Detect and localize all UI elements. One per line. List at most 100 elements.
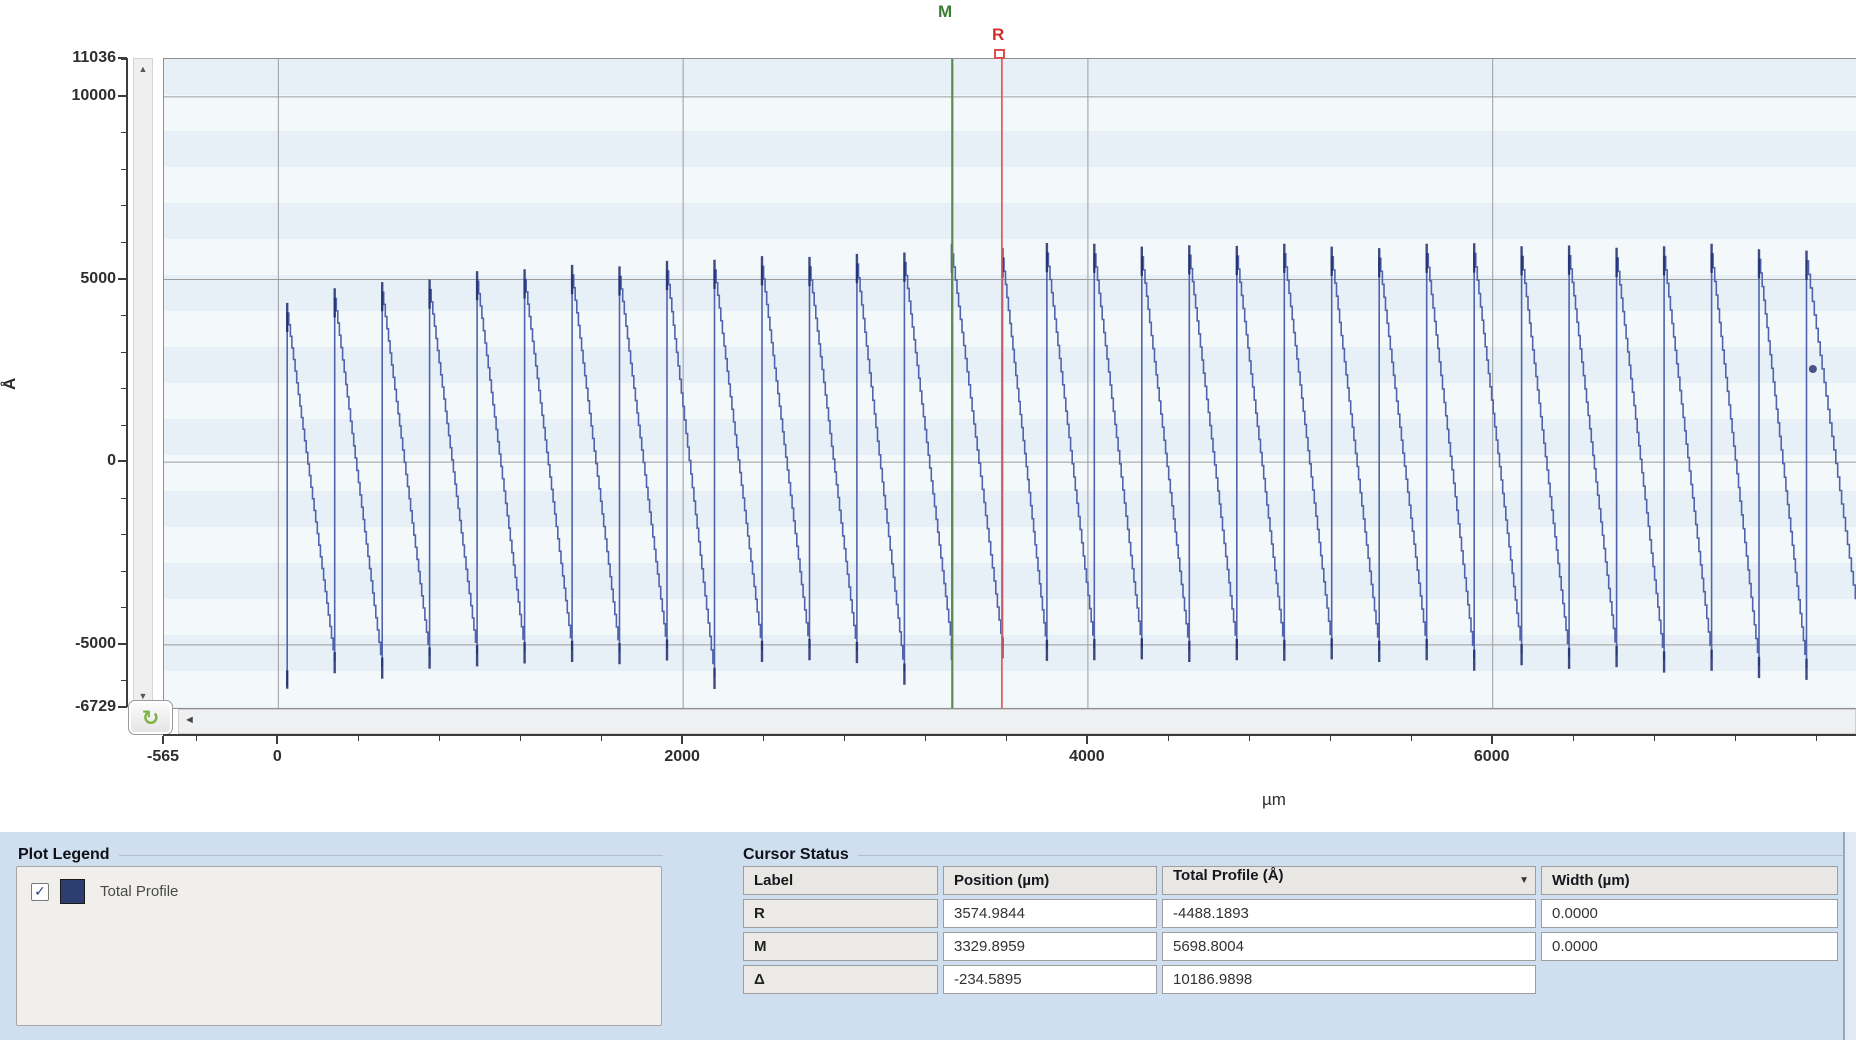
y-tick-label: 0 [107, 452, 116, 470]
y-tick-mark [118, 460, 127, 463]
total-profile-line [286, 252, 1856, 687]
x-minor-tick-mark [1005, 736, 1007, 741]
x-minor-tick-mark [763, 736, 765, 741]
column-header-position-m[interactable]: Position (µm) [943, 866, 1157, 895]
bottom-panel: Plot Legend ✓ Total Profile Cursor Statu… [0, 832, 1856, 1040]
x-minor-tick-mark [1410, 736, 1412, 741]
x-minor-tick-mark [358, 736, 360, 741]
scroll-down-icon[interactable]: ▼ [138, 691, 148, 701]
y-tick-mark [118, 277, 127, 280]
y-tick-label: 5000 [80, 269, 116, 287]
legend-checkbox[interactable]: ✓ [31, 882, 49, 901]
y-tick-label: 11036 [72, 49, 116, 66]
x-tick-mark [681, 736, 684, 744]
y-tick-label: -5000 [75, 634, 116, 652]
x-axis-line [163, 734, 1856, 736]
y-axis-line [126, 58, 128, 707]
column-header-width-m[interactable]: Width (µm) [1541, 866, 1838, 895]
y-minor-tick-mark [121, 570, 127, 572]
cursor-value-cell: 0.0000 [1541, 899, 1838, 928]
y-minor-tick-mark [121, 534, 127, 536]
legend-color-swatch [60, 879, 85, 904]
plot-area[interactable] [163, 58, 1856, 709]
profile-chart [164, 59, 1856, 708]
cursor-row-label: Δ [743, 965, 938, 994]
x-minor-tick-mark [844, 736, 846, 741]
x-minor-tick-mark [925, 736, 926, 741]
cursor-value-cell: 3574.9844 [943, 899, 1157, 928]
plot-legend-title: Plot Legend [18, 846, 110, 863]
column-header-total-profile[interactable]: Total Profile (Å) ▼ [1162, 866, 1536, 895]
column-header-label[interactable]: Label [743, 866, 938, 895]
x-minor-tick-mark [1329, 736, 1331, 741]
x-tick-label: 0 [272, 748, 282, 765]
cursor-row-label: R [743, 899, 938, 928]
x-tick-mark [276, 736, 279, 744]
cursor-value-cell: 5698.8004 [1162, 932, 1536, 961]
m-cursor-label: M [938, 2, 953, 21]
x-tick-label: 4000 [1069, 748, 1105, 765]
y-minor-tick-mark [121, 132, 127, 134]
y-tick-mark [118, 706, 127, 708]
y-minor-tick-mark [121, 351, 127, 353]
x-minor-tick-mark [1815, 736, 1817, 741]
y-minor-tick-mark [121, 241, 127, 243]
cursor-status-table: Label Position (µm) Total Profile (Å) ▼ Widt… [738, 862, 1843, 998]
y-minor-tick-mark [121, 59, 127, 61]
group-title-rule [118, 854, 663, 856]
plot-legend-group: Plot Legend [18, 845, 663, 865]
legend-item-total-profile[interactable]: ✓ Total Profile [31, 879, 178, 904]
y-minor-tick-mark [121, 607, 127, 609]
x-tick-mark [1490, 736, 1493, 744]
sort-dropdown-icon[interactable]: ▼ [1519, 875, 1529, 886]
x-minor-tick-mark [1572, 736, 1574, 741]
cursor-table-row: Δ -234.5895 10186.9898 [743, 965, 1838, 994]
x-minor-tick-mark [1167, 736, 1169, 741]
group-title-rule [857, 854, 1843, 856]
cursor-value-cell: 3329.8959 [943, 932, 1157, 961]
r-cursor-label: R [992, 25, 1005, 44]
x-minor-tick-mark [1248, 736, 1250, 741]
plot-legend-box: ✓ Total Profile [16, 866, 662, 1026]
x-tick-label: 2000 [664, 748, 700, 765]
y-tick-mark [118, 94, 127, 97]
x-minor-tick-mark [1653, 736, 1655, 741]
x-minor-tick-mark [196, 736, 198, 741]
y-axis-title: Å [0, 377, 19, 390]
y-minor-tick-mark [121, 497, 127, 499]
x-minor-tick-mark [601, 736, 603, 741]
x-tick-mark [1085, 736, 1088, 744]
scroll-left-icon[interactable]: ◄ [184, 714, 195, 726]
vertical-scale-scrollbar[interactable]: ▲ ▼ [133, 58, 153, 707]
profile-noise-dot [1808, 365, 1817, 374]
x-minor-tick-mark [1734, 736, 1736, 741]
y-tick-label: 10000 [71, 86, 117, 104]
scroll-up-icon[interactable]: ▲ [138, 64, 148, 74]
horizontal-scrollbar[interactable]: ◄ [178, 709, 1856, 734]
x-minor-tick-mark [439, 736, 441, 741]
cursor-value-cell: 10186.9898 [1162, 965, 1536, 994]
cursor-value-cell: -234.5895 [943, 965, 1157, 994]
r-cursor-handle[interactable] [994, 49, 1005, 59]
x-minor-tick-mark [520, 736, 522, 741]
y-minor-tick-mark [121, 424, 127, 426]
x-tick-label: -565 [146, 748, 180, 765]
cursor-status-title: Cursor Status [743, 846, 849, 863]
panel-divider [1843, 832, 1845, 1040]
x-tick-label: 6000 [1473, 748, 1510, 765]
y-minor-tick-mark [121, 168, 127, 170]
x-tick-mark [162, 736, 164, 744]
reset-zoom-button[interactable]: ↻ [128, 700, 173, 735]
x-axis-title: µm [1262, 790, 1286, 809]
y-minor-tick-mark [121, 205, 127, 207]
y-tick-label: -6729 [75, 698, 116, 715]
cursor-table-row: M 3329.8959 5698.8004 0.0000 [743, 932, 1838, 961]
cursor-row-label: M [743, 932, 938, 961]
y-minor-tick-mark [121, 680, 127, 682]
legend-item-label: Total Profile [100, 883, 179, 900]
cursor-status-group: Cursor Status [743, 845, 1843, 865]
cursor-table-row: R 3574.9844 -4488.1893 0.0000 [743, 899, 1838, 928]
cursor-value-cell: 0.0000 [1541, 932, 1838, 961]
panel-edge [1845, 832, 1856, 1040]
